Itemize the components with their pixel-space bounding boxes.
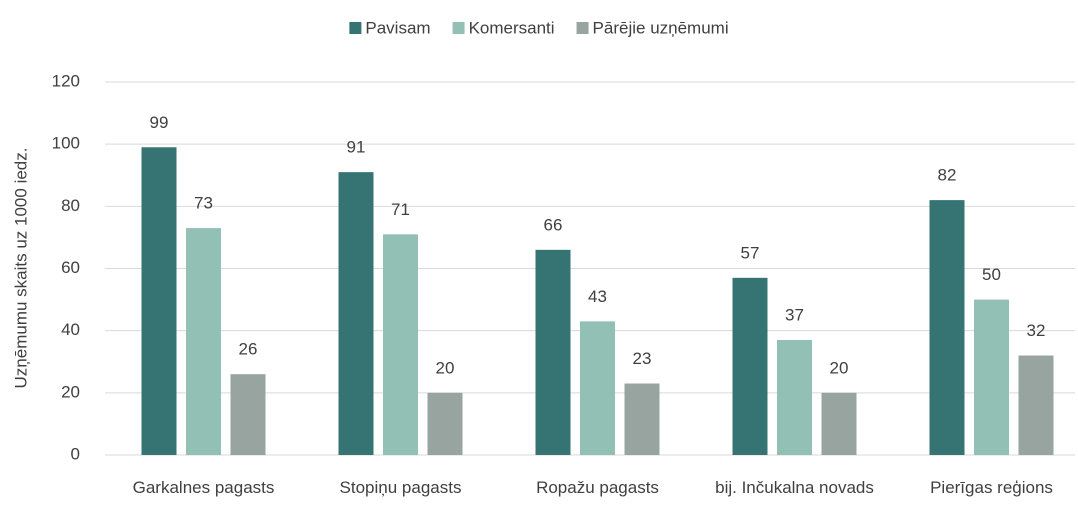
x-tick-label-box: Garkalnes pagasts: [132, 478, 275, 497]
bar: [777, 339, 812, 455]
data-label: 20: [830, 358, 849, 377]
x-tick-label-box: bij. Inčukalna novads: [715, 478, 874, 497]
data-label: 91: [347, 138, 366, 157]
bar: [141, 147, 177, 455]
x-tick-label: bij. Inčukalna novads: [715, 478, 874, 497]
x-tick-label: Stopiņu pagasts: [339, 478, 462, 497]
x-tick-label-box: Stopiņu pagasts: [339, 478, 462, 497]
data-label: 66: [544, 215, 563, 234]
y-tick-label: 80: [61, 196, 80, 215]
legend-item: Pārējie uzņēmumi: [576, 18, 729, 37]
data-label: 37: [785, 305, 804, 324]
legend-label: Komersanti: [469, 18, 555, 37]
bar: [821, 392, 857, 455]
bar: [338, 172, 374, 455]
legend-item: Pavisam: [349, 18, 431, 37]
data-label: 82: [938, 166, 957, 185]
bar: [929, 200, 965, 455]
x-tick-label-box: Pierīgas reģions: [930, 478, 1053, 497]
data-label: 26: [239, 340, 258, 359]
bar: [580, 321, 615, 455]
data-label: 43: [588, 287, 607, 306]
data-label: 73: [194, 194, 213, 213]
legend-item: Komersanti: [452, 18, 555, 37]
data-label: 20: [436, 358, 455, 377]
legend-swatch: [576, 22, 589, 34]
bar: [535, 249, 571, 455]
data-label: 50: [982, 265, 1001, 284]
bar: [186, 228, 221, 455]
legend: Pavisam Komersanti Pārējie uzņēmumi: [349, 18, 729, 37]
x-tick-label: Pierīgas reģions: [930, 478, 1053, 497]
bar: [230, 374, 266, 455]
data-label: 57: [741, 243, 760, 262]
legend-label: Pavisam: [365, 18, 430, 37]
data-label: 23: [633, 349, 652, 368]
data-label: 71: [391, 200, 410, 219]
legend-swatch: [452, 22, 465, 34]
x-tick-label: Ropažu pagasts: [536, 478, 659, 497]
bar: [427, 392, 463, 455]
bar: [974, 299, 1009, 455]
data-label: 32: [1027, 321, 1046, 340]
legend-swatch: [349, 22, 362, 34]
y-tick-label: 40: [61, 320, 80, 339]
bar: [1018, 355, 1054, 455]
y-axis-title: Uzņēmumu skaits uz 1000 iedz.: [11, 148, 30, 389]
y-tick-label: 100: [52, 134, 80, 153]
legend-label: Pārējie uzņēmumi: [593, 18, 729, 37]
bar: [624, 383, 660, 455]
bar: [732, 277, 768, 455]
y-tick-label: 60: [61, 258, 80, 277]
bar: [383, 234, 418, 455]
data-label: 99: [150, 113, 169, 132]
y-tick-label: 120: [52, 71, 80, 90]
x-tick-label-box: Ropažu pagasts: [536, 478, 659, 497]
y-tick-label: 20: [61, 382, 80, 401]
x-tick-label: Garkalnes pagasts: [132, 478, 275, 497]
y-tick-label: 0: [71, 444, 80, 463]
